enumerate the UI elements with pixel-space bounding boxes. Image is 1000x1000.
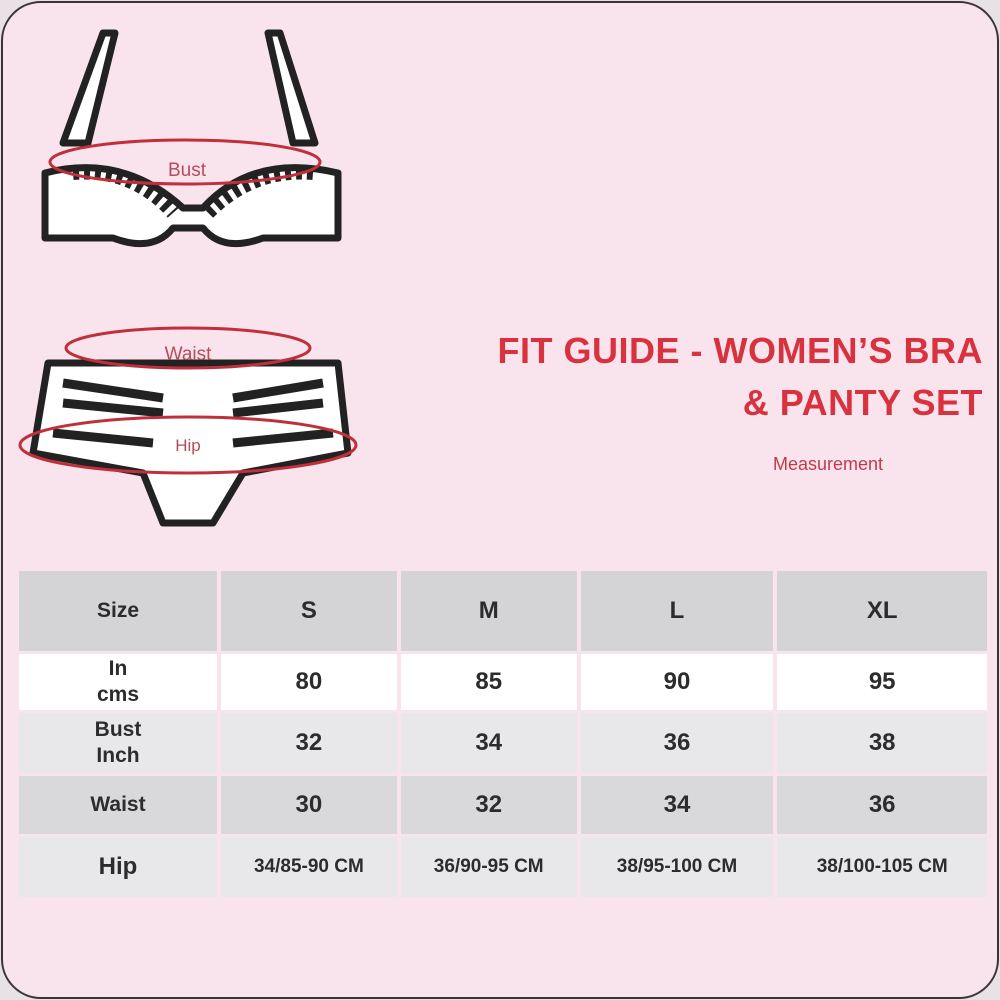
table-cell: 32 xyxy=(221,713,397,773)
table-cell: 34 xyxy=(580,776,774,834)
header-cell: L xyxy=(580,571,774,651)
panty-drawing xyxy=(29,359,352,527)
table-cell: 32 xyxy=(400,776,577,834)
waist-label: Waist xyxy=(165,344,213,365)
bust-marker xyxy=(48,138,322,186)
row-label-line: In xyxy=(108,657,128,680)
table-cell: 36 xyxy=(580,713,774,773)
hip-marker xyxy=(18,415,358,475)
header-cell: M xyxy=(400,571,577,651)
table-cell: 80 xyxy=(221,654,397,710)
bra-drawing xyxy=(41,29,342,248)
row-label: Hip xyxy=(19,837,217,897)
header-cell: Size xyxy=(19,571,217,651)
page-title: FIT GUIDE - WOMEN’S BRA & PANTY SET xyxy=(498,325,983,429)
table-row: Waist 30 32 34 36 xyxy=(19,776,987,834)
row-label: Waist xyxy=(19,776,217,834)
row-label: Bust Inch xyxy=(19,713,217,773)
title-line-2: & PANTY SET xyxy=(742,382,983,423)
table-cell: 34/85-90 CM xyxy=(221,837,397,897)
row-label: In cms xyxy=(19,654,217,710)
table-cell: 36/90-95 CM xyxy=(400,837,577,897)
subtitle: Measurement xyxy=(773,454,884,474)
table-row: Hip 34/85-90 CM 36/90-95 CM 38/95-100 CM… xyxy=(19,837,987,897)
title-line-1: FIT GUIDE - WOMEN’S BRA xyxy=(497,330,983,371)
bust-label: Bust xyxy=(168,160,207,181)
table-row: Bust Inch 32 34 36 38 xyxy=(19,713,987,773)
lingerie-illustration: Bust Waist Hip xyxy=(18,29,358,527)
row-label-line: cms xyxy=(96,683,140,706)
table-cell: 95 xyxy=(777,654,987,710)
table-cell: 36 xyxy=(777,776,987,834)
table-cell: 85 xyxy=(400,654,577,710)
table-cell: 38/95-100 CM xyxy=(580,837,774,897)
row-label-line: Inch xyxy=(96,744,140,767)
table-cell: 38 xyxy=(777,713,987,773)
table-header-row: Size S M L XL xyxy=(19,571,987,651)
size-table: Size S M L XL In cms 80 85 90 95 Bust Inch… xyxy=(15,568,991,900)
waist-marker xyxy=(64,326,312,370)
table-row: In cms 80 85 90 95 xyxy=(19,654,987,710)
hip-label: Hip xyxy=(175,436,201,455)
table-cell: 90 xyxy=(580,654,774,710)
header-cell: XL xyxy=(777,571,987,651)
header-cell: S xyxy=(221,571,397,651)
table-cell: 38/100-105 CM xyxy=(777,837,987,897)
row-label-line: Bust xyxy=(94,718,142,741)
table-cell: 30 xyxy=(221,776,397,834)
table-cell: 34 xyxy=(400,713,577,773)
